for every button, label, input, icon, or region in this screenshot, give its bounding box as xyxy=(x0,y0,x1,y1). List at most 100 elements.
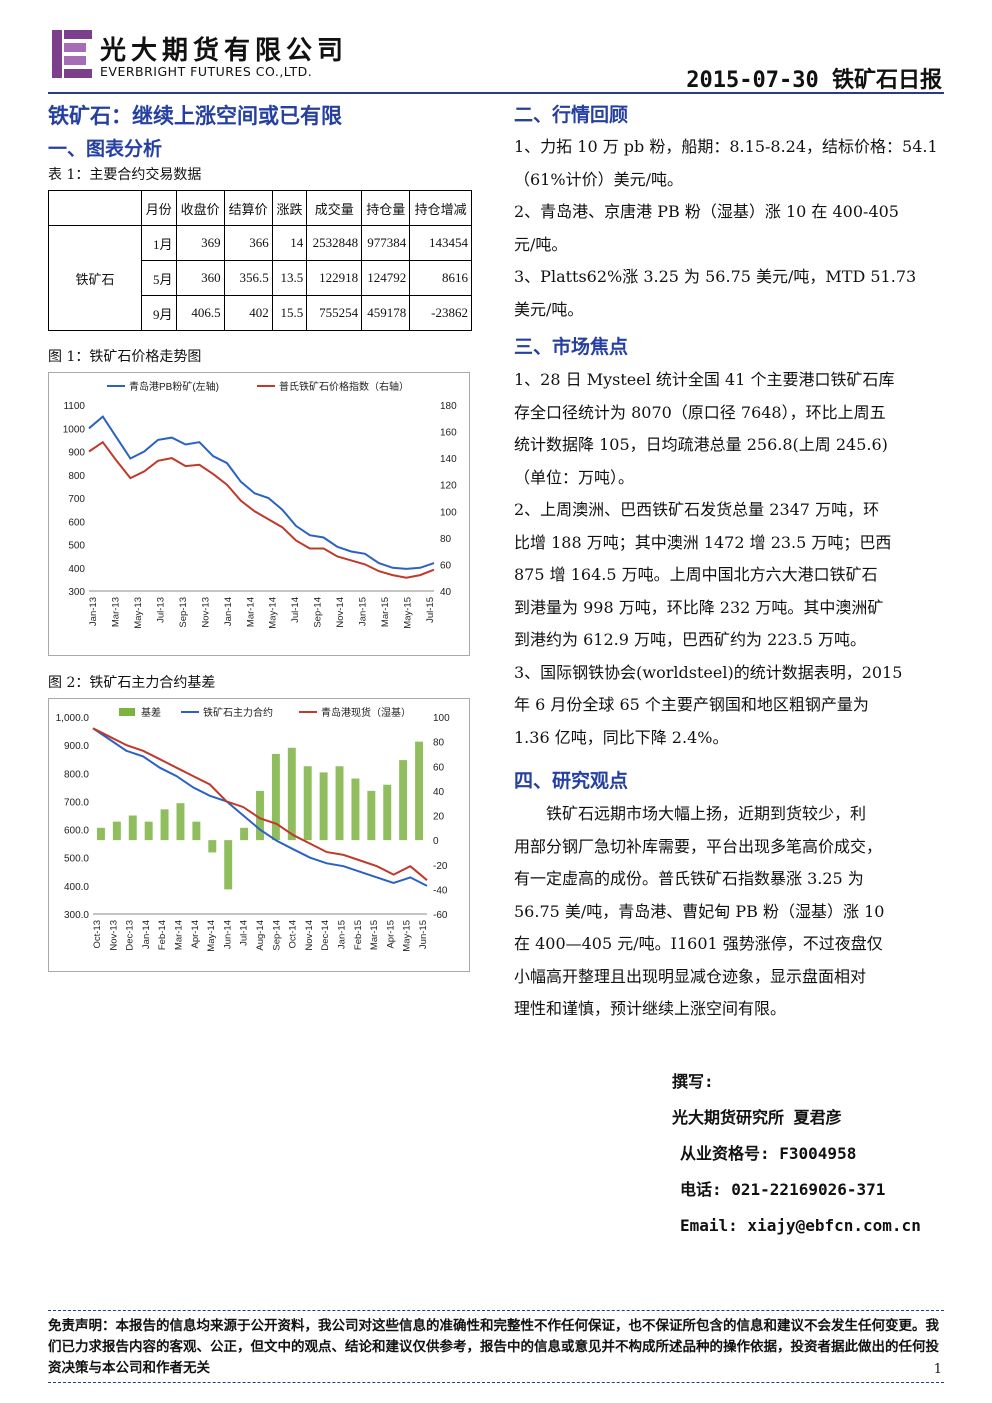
x-tick-label: Sep-14 xyxy=(271,920,282,951)
x-tick-label: Nov-13 xyxy=(200,597,211,628)
x-tick-label: Jan-14 xyxy=(141,920,152,949)
y-left-tick-label: 1100 xyxy=(63,401,85,412)
y-left-tick-label: 400.0 xyxy=(64,882,89,893)
body-line: 比增 188 万吨；其中澳洲 1472 增 23.5 万吨；巴西 xyxy=(514,532,892,552)
footer-divider-top xyxy=(48,1310,944,1312)
basis-bar xyxy=(160,809,169,841)
x-tick-label: Feb-14 xyxy=(157,920,168,950)
body-line: 3、国际钢铁协会(worldsteel)的统计数据表明，2015 xyxy=(514,662,903,682)
x-tick-label: Oct-13 xyxy=(92,920,103,949)
table-cell: 2532848 xyxy=(306,225,363,261)
table-header-blank xyxy=(48,190,142,226)
basis-chart: 1,000.0 900.0 800.0 700.0 600.0 500.0 400.0 300… xyxy=(48,698,470,972)
body-line: 875 增 164.5 万吨。上周中国北方六大港口铁矿石 xyxy=(514,565,878,584)
table-cell: 5月 xyxy=(141,260,177,296)
table-cell: -23862 xyxy=(409,295,472,331)
x-tick-label: Jul-14 xyxy=(239,920,250,946)
section1-title: 一、图表分析 xyxy=(48,138,163,160)
header-divider xyxy=(48,92,944,94)
x-tick-label: Jul-15 xyxy=(425,597,436,623)
y-right-tick-label: 0 xyxy=(433,836,439,847)
table-cell: 122918 xyxy=(306,260,363,296)
body-line: 美元/吨。 xyxy=(514,299,584,319)
table-header: 持仓增减 xyxy=(409,190,472,226)
y-right-tick-label: 120 xyxy=(440,481,457,492)
body-line: （单位：万吨）。 xyxy=(514,467,635,487)
series-line xyxy=(88,415,435,570)
body-line: 3、Platts62%涨 3.25 为 56.75 美元/吨，MTD 51.73 xyxy=(514,267,917,286)
y-left-tick-label: 600.0 xyxy=(64,826,89,837)
table-row: 铁矿石 1月 369 366 14 2532848 977384 143454 xyxy=(48,225,472,331)
body-line: 到港约为 612.9 万吨，巴西矿约为 223.5 万吨。 xyxy=(514,630,866,649)
table-cell: 1月 xyxy=(141,225,177,261)
body-line: 2、青岛港、京唐港 PB 粉（湿基）涨 10 在 400-405 xyxy=(514,202,899,221)
x-tick-label: Mar-15 xyxy=(369,920,380,950)
x-tick-label: Sep-13 xyxy=(178,597,189,628)
table-cell: 356.5 xyxy=(223,260,273,296)
basis-bar xyxy=(224,840,233,890)
table-header: 涨跌 xyxy=(271,190,308,226)
y-left-tick-label: 700 xyxy=(68,494,85,505)
author-block: 撰写: 光大期货研究所 夏君彦 从业资格号: F3004958 电话: 021-… xyxy=(672,1064,921,1244)
basis-bar xyxy=(303,766,312,841)
basis-bar xyxy=(112,821,121,841)
x-tick-label: Jan-15 xyxy=(358,597,369,626)
x-tick-label: Jul-14 xyxy=(290,597,301,623)
fig2-caption: 图 2：铁矿石主力合约基差 xyxy=(48,675,216,691)
basis-bar xyxy=(176,803,185,841)
basis-bar xyxy=(271,753,280,841)
y-left-tick-label: 700.0 xyxy=(64,797,89,808)
x-tick-label: Mar-14 xyxy=(174,920,185,950)
table-header: 成交量 xyxy=(306,190,363,226)
basis-bar xyxy=(144,821,153,841)
table-cell: 369 xyxy=(175,225,225,261)
body-line: 年 6 月份全球 65 个主要产钢国和地区粗钢产量为 xyxy=(514,695,869,714)
table-cell: 402 xyxy=(223,295,273,331)
section4-body: 铁矿石远期市场大幅上扬，近期到货较少，利 用部分钢厂急切补库需要，平台出现多笔高… xyxy=(514,798,944,1026)
x-tick-label: Sep-14 xyxy=(313,597,324,628)
disclaimer: 免责声明：本报告的信息均来源于公开资料，我公司对这些信息的准确性和完整性不作任何… xyxy=(48,1318,939,1376)
table-cell: 13.5 xyxy=(271,260,308,296)
x-tick-label: Mar-15 xyxy=(380,597,391,627)
series-line xyxy=(92,727,428,881)
author-license: 从业资格号: F3004958 xyxy=(680,1144,857,1163)
y-right-tick-label: 80 xyxy=(440,534,452,545)
legend-swatch xyxy=(119,708,135,716)
basis-bar xyxy=(351,778,360,841)
y-left-tick-label: 1,000.0 xyxy=(56,713,90,724)
series-line xyxy=(88,440,435,579)
legend-label: 青岛港PB粉矿(左轴) xyxy=(129,380,219,393)
body-line: 1、28 日 Mysteel 统计全国 41 个主要港口铁矿石库 xyxy=(514,370,895,389)
basis-bar xyxy=(240,827,249,841)
y-left-tick-label: 800.0 xyxy=(64,769,89,780)
table-cell: 360 xyxy=(175,260,225,296)
table-header: 收盘价 xyxy=(175,190,225,226)
y-right-tick-label: 100 xyxy=(433,713,450,724)
y-right-tick-label: 60 xyxy=(433,762,445,773)
y-right-tick-label: 40 xyxy=(440,587,452,598)
x-tick-label: Aug-14 xyxy=(255,920,266,951)
table-header-row: 月份 收盘价 结算价 涨跌 成交量 持仓量 持仓增减 xyxy=(48,190,472,226)
body-line: 56.75 美/吨，青岛港、曹妃甸 PB 粉（湿基）涨 10 xyxy=(514,901,885,921)
section2-title: 二、行情回顾 xyxy=(514,104,629,126)
y-left-tick-label: 300 xyxy=(68,587,85,598)
author-phone: 电话: 021-22169026-371 xyxy=(680,1180,886,1199)
y-right-tick-label: 180 xyxy=(440,401,457,412)
y-right-tick-label: 80 xyxy=(433,738,445,749)
contract-table: 月份 收盘价 结算价 涨跌 成交量 持仓量 持仓增减 铁矿石 1月 369 36… xyxy=(48,190,472,331)
x-tick-label: Apr-14 xyxy=(190,920,201,949)
page-number: 1 xyxy=(933,1362,942,1377)
y-right-tick-label: -60 xyxy=(433,910,448,921)
y-left-tick-label: 400 xyxy=(68,564,85,575)
basis-bar xyxy=(399,760,408,841)
author-label: 撰写: xyxy=(672,1072,714,1091)
y-right-tick-label: 160 xyxy=(440,428,457,439)
table-row: 5月 360 356.5 13.5 122918 124792 8616 xyxy=(49,260,472,296)
y-right-tick-label: 100 xyxy=(440,507,457,518)
x-tick-label: May-15 xyxy=(402,920,413,952)
x-tick-label: Mar-14 xyxy=(245,597,256,627)
table-header: 结算价 xyxy=(223,190,273,226)
section3-body: 1、28 日 Mysteel 统计全国 41 个主要港口铁矿石库 存全口径统计为… xyxy=(514,364,944,754)
basis-bar xyxy=(319,772,328,841)
basis-bar xyxy=(383,784,392,841)
